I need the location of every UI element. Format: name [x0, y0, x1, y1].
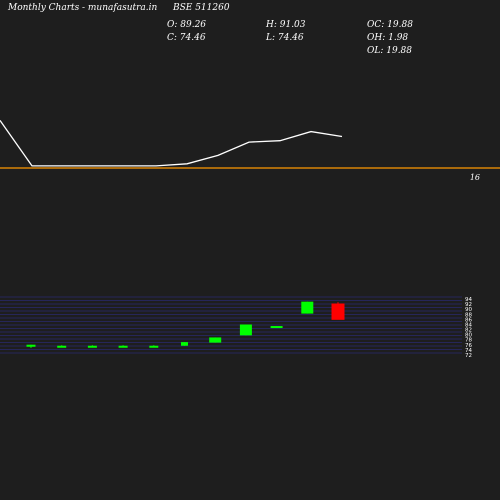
candle-body: [331, 303, 345, 320]
indicator-value-label: 16: [470, 173, 480, 182]
candle-body: [118, 345, 128, 348]
y-tick-label: 82: [465, 328, 472, 334]
candle-body: [270, 326, 283, 329]
candle-body: [149, 345, 159, 348]
oc-value: OC: 19.88: [367, 20, 413, 30]
candle-body: [87, 345, 97, 348]
ol-value: OL: 19.88: [367, 46, 413, 56]
close-value: C: 74.46: [167, 33, 206, 43]
y-tick-label: 88: [465, 312, 472, 318]
y-tick-label: 72: [465, 353, 472, 359]
y-tick-label: 94: [465, 297, 472, 303]
open-value: O: 89.26: [167, 20, 207, 30]
site-name[interactable]: - munafasutra.in: [82, 3, 158, 13]
indicator-line: [0, 120, 343, 167]
candle-body: [301, 301, 314, 314]
candle-body: [26, 344, 36, 347]
chart-brand: Monthly Charts: [8, 3, 80, 13]
y-tick-label: 86: [465, 317, 472, 323]
candle-body: [57, 345, 67, 348]
y-tick-label: 92: [465, 302, 472, 308]
candle-body: [209, 337, 222, 343]
symbol-label: BSE 511260: [173, 3, 230, 13]
y-tick-label: 78: [465, 338, 472, 344]
y-tick-label: 76: [465, 343, 472, 349]
low-value: L: 74.46: [266, 33, 304, 43]
candle-body: [181, 342, 188, 346]
y-tick-label: 74: [465, 348, 472, 354]
y-tick-label: 90: [465, 307, 472, 313]
y-tick-label: 80: [465, 333, 472, 339]
candle-body: [239, 324, 252, 336]
y-tick-label: 84: [465, 322, 472, 328]
oh-value: OH: 1.98: [367, 33, 409, 43]
high-value: H: 91.03: [266, 20, 306, 30]
